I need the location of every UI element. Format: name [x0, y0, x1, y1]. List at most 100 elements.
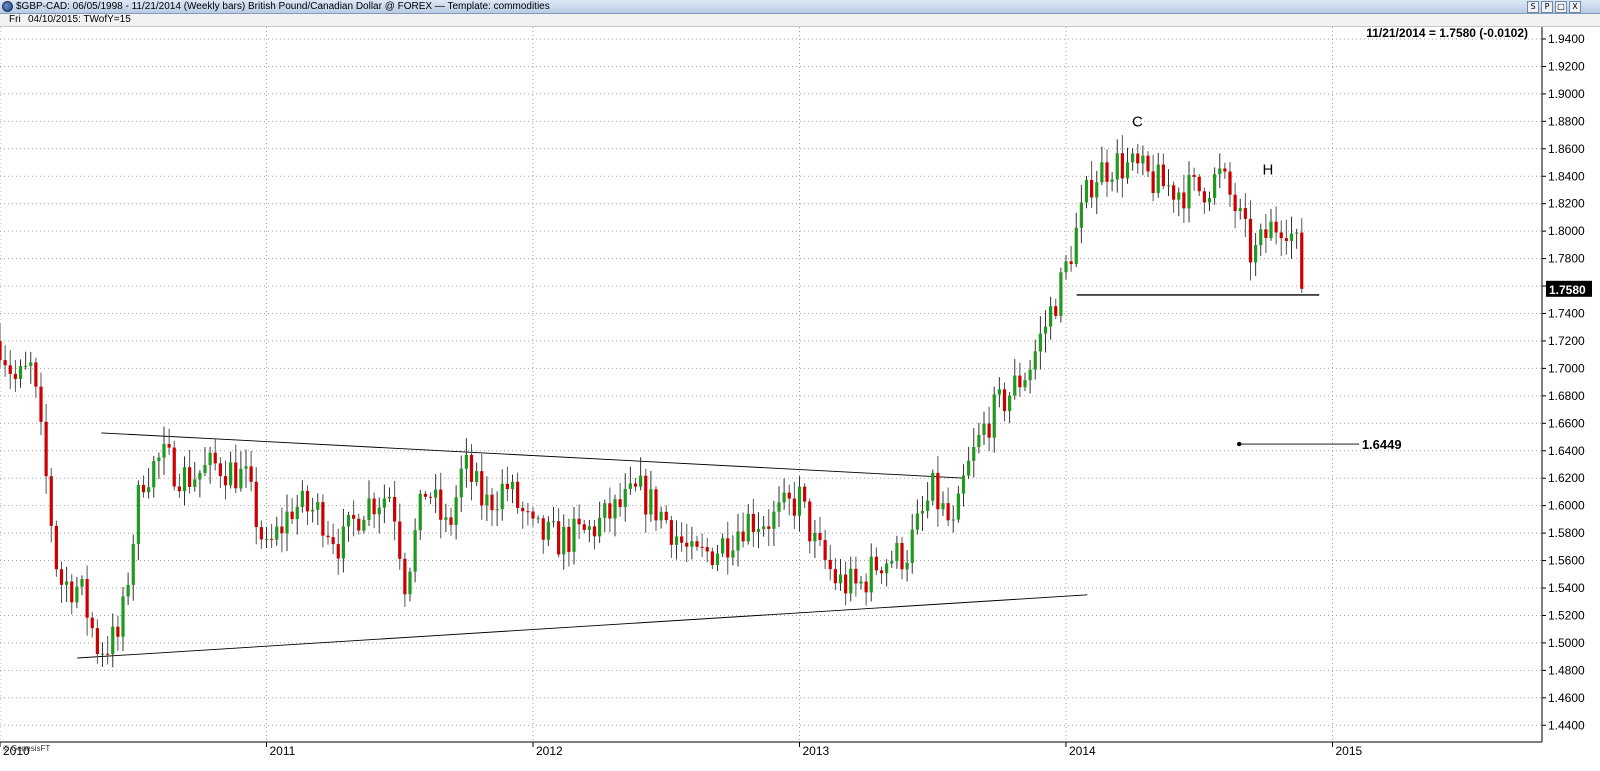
- candle-body: [234, 462, 238, 489]
- candle-body: [797, 486, 802, 516]
- candle-body: [731, 550, 735, 558]
- candle-body: [403, 558, 407, 595]
- candle-body: [336, 544, 340, 559]
- candle-body: [613, 499, 617, 519]
- candle-body: [1172, 185, 1176, 200]
- candle-body: [223, 476, 228, 486]
- candle-body: [838, 574, 843, 584]
- candle-body: [751, 513, 755, 532]
- candle-body: [239, 468, 243, 489]
- candle-body: [305, 490, 310, 512]
- candle-body: [70, 581, 74, 603]
- trendline-lower: [77, 594, 1088, 659]
- candle-body: [941, 503, 945, 510]
- candle-body: [136, 484, 140, 544]
- candle-body: [208, 452, 212, 466]
- candle-body: [203, 465, 207, 473]
- candle-body: [18, 366, 23, 379]
- price-chart[interactable]: 1.9400 1.9200 1.9000 1.8800 1.8600 1.8400 1.82…: [0, 27, 1600, 771]
- candle-body: [295, 506, 299, 520]
- candle-body: [1161, 164, 1165, 187]
- candle-body: [792, 498, 796, 516]
- y-tick-label: 1.8400: [1548, 169, 1585, 183]
- candle-body: [756, 529, 761, 532]
- candle-body: [152, 461, 156, 488]
- candle-body: [618, 499, 622, 507]
- candle-body: [654, 489, 658, 521]
- candle-body: [147, 487, 151, 493]
- candle-body: [121, 596, 125, 637]
- candle-body: [44, 421, 48, 477]
- p-button[interactable]: P: [1541, 1, 1553, 13]
- candle-body: [393, 496, 397, 522]
- y-tick-label: 1.7200: [1548, 334, 1585, 348]
- candle-body: [1049, 306, 1053, 327]
- candle-layer: [0, 135, 1304, 668]
- candle-body: [972, 447, 976, 461]
- candle-body: [218, 463, 222, 477]
- target-dot: [1237, 441, 1242, 447]
- trendline-layer: [77, 294, 1360, 659]
- candle-body: [106, 653, 110, 655]
- candle-body: [29, 362, 33, 366]
- candle-body: [464, 454, 468, 469]
- candle-body: [1023, 380, 1027, 388]
- candle-body: [849, 568, 853, 594]
- candle-body: [321, 502, 325, 536]
- y-tick-label: 1.7400: [1548, 307, 1585, 321]
- candle-body: [669, 520, 673, 545]
- candle-body: [813, 532, 817, 542]
- candle-body: [1095, 182, 1099, 198]
- candle-body: [1136, 153, 1140, 164]
- candle-body: [80, 579, 84, 587]
- candle-body: [346, 514, 351, 527]
- candle-body: [131, 543, 135, 585]
- candle-body: [685, 542, 689, 547]
- candle-body: [480, 471, 484, 506]
- candle-body: [1228, 171, 1232, 195]
- candle-body: [915, 513, 919, 530]
- candle-body: [1248, 218, 1253, 263]
- candle-body: [116, 626, 120, 637]
- y-tick-label: 1.5400: [1548, 581, 1585, 595]
- candle-body: [997, 389, 1001, 395]
- label-layer: 1.9400 1.9200 1.9000 1.8800 1.8600 1.8400 1.82…: [3, 27, 1592, 758]
- candle-body: [1218, 168, 1222, 175]
- grid-layer: [0, 27, 1546, 747]
- candle-body: [644, 475, 648, 515]
- maximize-button[interactable]: □: [1555, 1, 1567, 13]
- candle-body: [828, 559, 832, 570]
- candle-body: [357, 518, 361, 531]
- candle-body: [885, 563, 889, 574]
- candle-body: [639, 475, 643, 487]
- s-button[interactable]: S: [1527, 1, 1539, 13]
- candle-body: [1223, 168, 1227, 172]
- candle-body: [3, 360, 7, 366]
- candle-body: [1269, 221, 1273, 238]
- y-tick-label: 1.5200: [1548, 608, 1585, 622]
- candle-body: [1002, 389, 1007, 412]
- y-tick-label: 1.6000: [1548, 499, 1585, 513]
- info-date: 04/10/2015: TWofY=15: [28, 14, 131, 25]
- close-button[interactable]: X: [1569, 1, 1581, 13]
- pattern-label-c: C: [1132, 113, 1143, 130]
- candle-body: [900, 542, 904, 570]
- candle-body: [13, 373, 17, 379]
- candle-body: [341, 526, 345, 559]
- candle-body: [490, 494, 494, 511]
- candle-body: [1008, 395, 1012, 412]
- candle-body: [300, 490, 304, 507]
- candle-body: [500, 483, 504, 510]
- candle-body: [859, 581, 863, 584]
- candle-body: [157, 457, 161, 462]
- candle-body: [39, 386, 43, 422]
- candle-body: [557, 521, 561, 555]
- last-price-label: 1.7580: [1549, 283, 1586, 297]
- candle-body: [767, 526, 771, 529]
- y-tick-label: 1.4400: [1548, 718, 1585, 732]
- candle-body: [85, 579, 89, 618]
- candle-body: [126, 584, 130, 597]
- candle-body: [762, 526, 766, 530]
- window-title: $GBP-CAD: 06/05/1998 - 11/21/2014 (Weekl…: [16, 1, 550, 12]
- candle-body: [1125, 162, 1130, 179]
